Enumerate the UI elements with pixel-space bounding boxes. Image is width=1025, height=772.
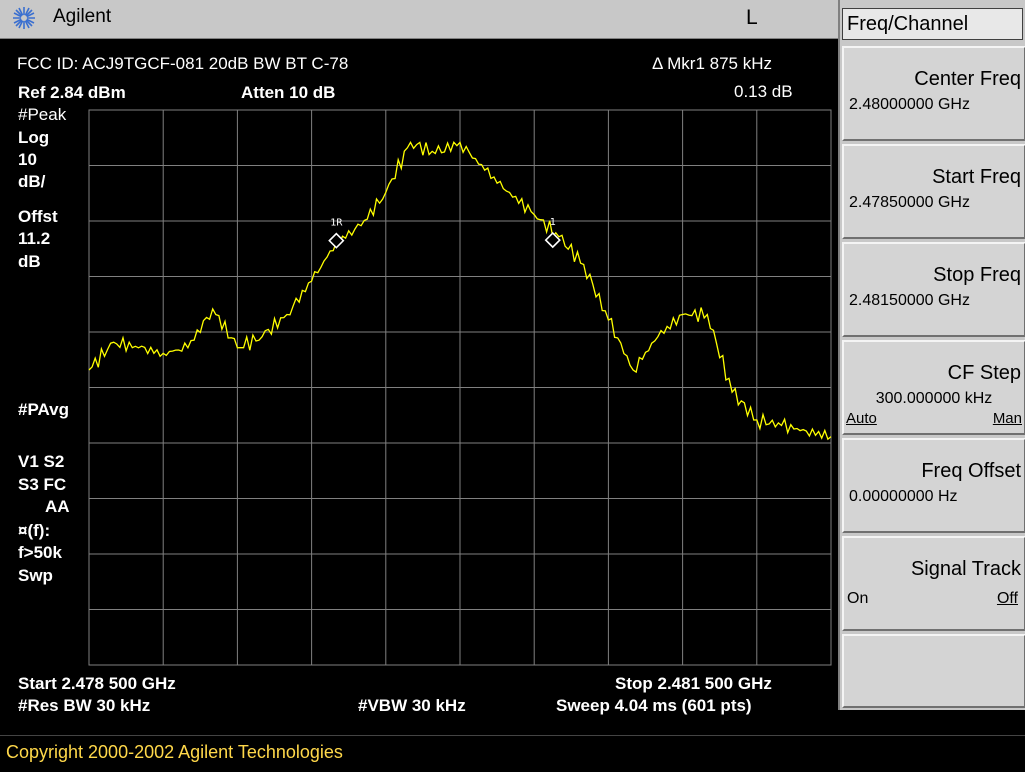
cf-step-value: 300.000000 kHz: [875, 390, 993, 407]
source-annotation: ¤(f):: [18, 521, 51, 540]
freq-offset-label: Freq Offset: [921, 460, 1021, 482]
status-footer: Copyright 2000-2002 Agilent Technologies: [0, 735, 1025, 772]
amplitude-correction-annotation: AA: [45, 497, 70, 516]
marker-label: 1: [550, 217, 556, 228]
sweep-annotation: Swp: [18, 566, 53, 585]
signal-track-label: Signal Track: [910, 558, 1021, 580]
center-freq-softkey[interactable]: Center Freq 2.48000000 GHz: [842, 46, 1025, 141]
stop-freq-label: Stop Freq: [933, 264, 1021, 286]
spectrum-trace: [88, 141, 832, 441]
detector-annotation: #Peak: [18, 105, 67, 124]
signal-track-off-option[interactable]: Off: [996, 590, 1018, 607]
sweep-time: Sweep 4.04 ms (601 pts): [556, 696, 752, 715]
copyright-text: Copyright 2000-2002 Agilent Technologies: [6, 742, 343, 762]
freq-offset-value: 0.00000000 Hz: [849, 488, 958, 505]
marker-readout: Δ Mkr1 875 kHz: [652, 54, 773, 73]
stop-freq-softkey[interactable]: Stop Freq 2.48150000 GHz: [842, 242, 1025, 337]
ref-level: Ref 2.84 dBm: [18, 83, 126, 102]
start-freq-label: Start Freq: [932, 166, 1021, 188]
freq-offset-softkey[interactable]: Freq Offset 0.00000000 Hz: [842, 438, 1025, 533]
title-bar: Agilent L: [0, 0, 838, 39]
offset-unit-annotation: dB: [18, 252, 41, 271]
scale-value-annotation: 10: [18, 150, 37, 169]
start-freq-softkey[interactable]: Start Freq 2.47850000 GHz: [842, 144, 1025, 239]
start-frequency: Start 2.478 500 GHz: [18, 674, 176, 693]
resolution-bandwidth: #Res BW 30 kHz: [18, 696, 151, 715]
trace-status-annotation-2: S3 FC: [18, 475, 67, 494]
signal-track-softkey[interactable]: Signal Track On Off: [842, 536, 1025, 631]
scale-type-annotation: Log: [18, 128, 50, 147]
cf-step-manual-option[interactable]: Man: [992, 410, 1022, 427]
display-title: FCC ID: ACJ9TGCF-081 20dB BW BT C-78: [17, 54, 349, 73]
cf-step-label: CF Step: [947, 362, 1021, 384]
stop-freq-value: 2.48150000 GHz: [849, 292, 970, 309]
cf-step-auto-option[interactable]: Auto: [846, 410, 877, 427]
stop-frequency: Stop 2.481 500 GHz: [615, 674, 772, 693]
spectrum-plot: 1R 1: [88, 109, 832, 666]
offset-value-annotation: 11.2: [18, 229, 51, 248]
marker-label: 1R: [330, 218, 343, 229]
signal-track-on-option[interactable]: On: [847, 590, 869, 607]
offset-label-annotation: Offst: [18, 207, 58, 226]
marker-diamond: [544, 231, 561, 249]
scale-unit-annotation: dB/: [18, 172, 46, 191]
average-annotation: #PAvg: [18, 400, 70, 419]
freq-condition-annotation: f>50k: [18, 543, 62, 562]
marker-delta: 0.13 dB: [734, 82, 793, 101]
analyzer-display: 1R 1 FCC ID: ACJ9TGCF-081 20dB BW BT C-78…: [11, 44, 835, 715]
start-freq-value: 2.47850000 GHz: [849, 194, 970, 211]
trace-status-annotation: V1 S2: [18, 452, 65, 471]
brand-label: Agilent: [53, 6, 112, 27]
menu-title: Freq/Channel: [842, 8, 1023, 40]
center-freq-label: Center Freq: [914, 68, 1021, 90]
agilent-spark-icon: [13, 7, 35, 29]
status-indicator: L: [746, 6, 758, 29]
attenuation: Atten 10 dB: [241, 83, 336, 102]
video-bandwidth: #VBW 30 kHz: [358, 696, 466, 715]
center-freq-value: 2.48000000 GHz: [849, 96, 970, 113]
cf-step-softkey[interactable]: CF Step 300.000000 kHz Auto Man: [842, 340, 1025, 435]
softkey-panel: Freq/Channel Center Freq 2.48000000 GHz …: [838, 0, 1025, 710]
blank-softkey[interactable]: [842, 634, 1025, 708]
marker-diamond: [328, 232, 345, 249]
